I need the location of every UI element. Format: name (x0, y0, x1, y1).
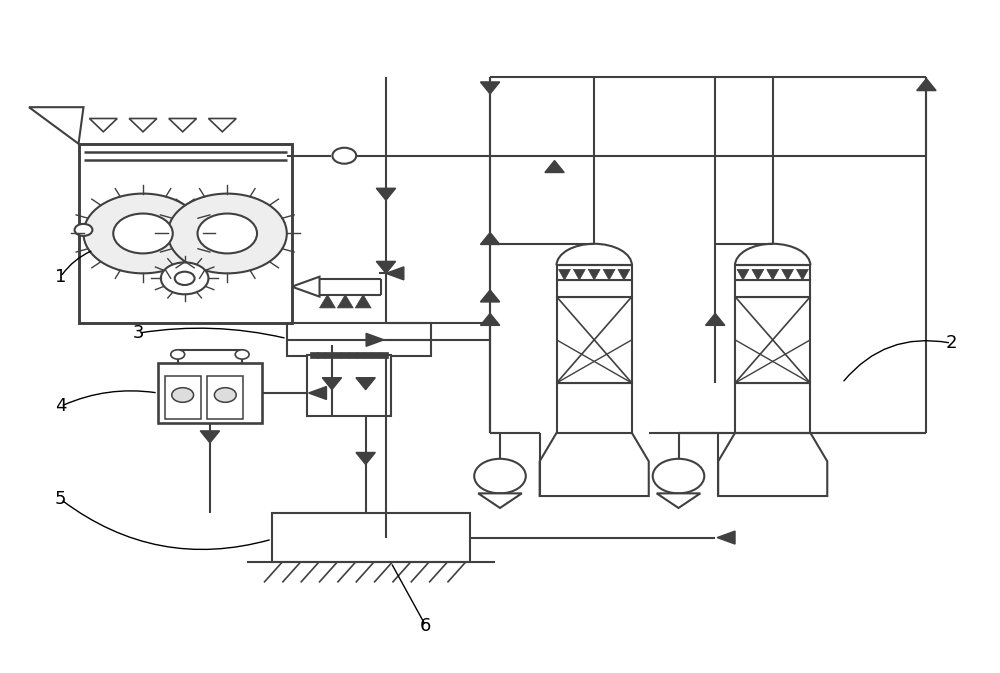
Polygon shape (169, 118, 197, 132)
Circle shape (175, 272, 195, 285)
Polygon shape (356, 452, 375, 464)
Polygon shape (559, 269, 570, 280)
Circle shape (161, 262, 208, 294)
Circle shape (332, 148, 356, 164)
Polygon shape (752, 269, 764, 280)
Bar (735, 297, 810, 383)
Bar (287, 323, 431, 357)
Text: 2: 2 (945, 334, 957, 352)
Polygon shape (545, 161, 564, 172)
Bar (735, 265, 810, 280)
Bar (380, 353, 388, 358)
Bar (307, 355, 391, 417)
Bar (735, 383, 810, 433)
Bar (79, 144, 292, 323)
Bar (557, 280, 632, 297)
Bar (341, 353, 349, 358)
Polygon shape (366, 333, 384, 347)
Text: 5: 5 (55, 491, 66, 508)
Polygon shape (737, 269, 749, 280)
Polygon shape (480, 232, 500, 244)
Bar (272, 513, 470, 563)
Bar (349, 353, 357, 358)
Polygon shape (717, 531, 735, 544)
Circle shape (84, 194, 203, 273)
Polygon shape (89, 118, 117, 132)
Polygon shape (573, 269, 585, 280)
Circle shape (474, 459, 526, 493)
Text: 3: 3 (132, 324, 144, 342)
Polygon shape (200, 431, 220, 443)
Bar (372, 353, 380, 358)
Polygon shape (718, 433, 827, 496)
Bar (310, 353, 318, 358)
Text: 1: 1 (55, 268, 66, 285)
Circle shape (172, 388, 194, 402)
Bar (735, 280, 810, 297)
Bar (165, 376, 201, 419)
Polygon shape (603, 269, 615, 280)
Polygon shape (917, 79, 936, 91)
Polygon shape (322, 378, 342, 390)
Bar (357, 353, 364, 358)
Circle shape (198, 213, 257, 254)
Bar (325, 353, 333, 358)
Bar (207, 376, 243, 419)
Polygon shape (480, 290, 500, 302)
Bar (557, 297, 632, 383)
Circle shape (113, 213, 173, 254)
Polygon shape (657, 493, 700, 508)
Polygon shape (29, 107, 84, 144)
Polygon shape (480, 82, 500, 94)
Polygon shape (208, 118, 236, 132)
Polygon shape (309, 386, 326, 400)
Polygon shape (320, 295, 335, 308)
Polygon shape (706, 314, 725, 325)
Polygon shape (797, 269, 808, 280)
Polygon shape (386, 267, 404, 280)
Polygon shape (292, 277, 320, 297)
Bar (364, 353, 372, 358)
Text: 6: 6 (420, 616, 431, 635)
Text: 4: 4 (55, 397, 66, 415)
Polygon shape (588, 269, 600, 280)
Circle shape (235, 350, 249, 359)
Polygon shape (129, 118, 157, 132)
Circle shape (171, 350, 185, 359)
Polygon shape (356, 378, 375, 390)
Polygon shape (337, 295, 353, 308)
Polygon shape (540, 433, 649, 496)
Circle shape (653, 459, 704, 493)
Bar (557, 265, 632, 280)
Bar (333, 353, 341, 358)
Polygon shape (478, 493, 522, 508)
Polygon shape (480, 314, 500, 325)
Circle shape (168, 194, 287, 273)
Polygon shape (782, 269, 794, 280)
Polygon shape (376, 188, 396, 201)
Polygon shape (618, 269, 630, 280)
Bar (557, 383, 632, 433)
Circle shape (75, 224, 92, 236)
Polygon shape (767, 269, 779, 280)
Polygon shape (376, 261, 396, 273)
Bar (317, 353, 325, 358)
Bar (158, 363, 262, 423)
Circle shape (214, 388, 236, 402)
Polygon shape (355, 295, 371, 308)
